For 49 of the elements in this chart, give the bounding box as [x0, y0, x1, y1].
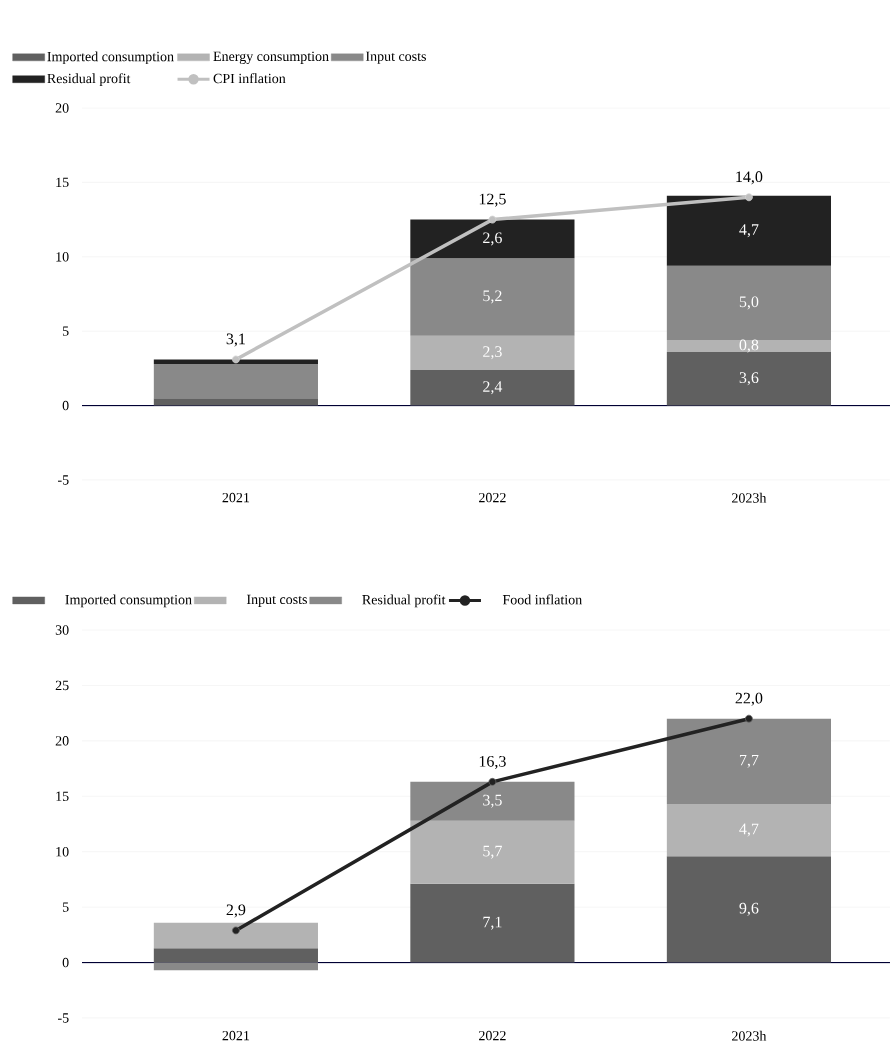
x-tick-label: 2023h [732, 1030, 767, 1041]
x-tick-label: 2022 [479, 1030, 506, 1041]
data-label: 2,6 [483, 232, 502, 246]
x-tick-label: 2023h [732, 492, 767, 503]
data-label: 2,3 [483, 346, 502, 360]
legend-label: Imported consumption [65, 594, 192, 608]
y-tick-label: 5 [62, 902, 69, 912]
y-tick-label: 0 [62, 957, 69, 968]
legend-label: Input costs [365, 51, 426, 64]
y-tick-label: 15 [56, 791, 69, 801]
y-tick-label: -5 [57, 1013, 69, 1023]
legend-label: Food inflation [502, 594, 582, 605]
data-label: 7,1 [483, 916, 502, 930]
data-label: 14,0 [736, 171, 763, 185]
data-label: 5,2 [483, 290, 502, 304]
y-tick-label: 10 [56, 846, 69, 857]
y-tick-label: 5 [62, 326, 69, 336]
legend-label: Residual profit [47, 73, 131, 87]
y-tick-label: -5 [57, 475, 69, 485]
x-tick-label: 2021 [222, 1030, 250, 1041]
y-tick-label: 25 [55, 680, 69, 691]
data-label: 0,8 [739, 339, 759, 353]
y-tick-label: 0 [62, 400, 69, 411]
y-tick-label: 15 [56, 177, 69, 188]
data-label: 5,0 [739, 296, 759, 310]
data-label: 5,7 [483, 845, 502, 859]
data-label: 2,9 [226, 904, 246, 918]
data-label: 3,6 [739, 372, 759, 386]
data-label: 22,0 [735, 692, 763, 706]
legend-label: Imported consumption [47, 51, 174, 65]
y-tick-label: 30 [55, 625, 69, 635]
data-label: 3,5 [483, 794, 502, 808]
x-tick-label: 2021 [222, 492, 250, 503]
data-label: 2,4 [483, 381, 503, 395]
legend-label: Input costs [246, 594, 307, 607]
data-label: 3,1 [226, 333, 245, 347]
y-tick-label: 10 [56, 252, 69, 262]
y-tick-label: 20 [55, 736, 69, 746]
legend-label: Energy consumption [213, 51, 329, 64]
data-label: 12,5 [479, 193, 506, 207]
x-tick-label: 2022 [479, 492, 506, 503]
data-label: 9,6 [739, 902, 759, 916]
data-label: 4,7 [739, 224, 759, 238]
data-label: 7,7 [739, 754, 759, 768]
data-label: 16,3 [479, 755, 506, 770]
data-label: 4,7 [739, 823, 759, 837]
legend-label: Residual profit [362, 594, 446, 608]
legend-label: CPI inflation [213, 73, 286, 84]
y-tick-label: 20 [55, 103, 69, 113]
